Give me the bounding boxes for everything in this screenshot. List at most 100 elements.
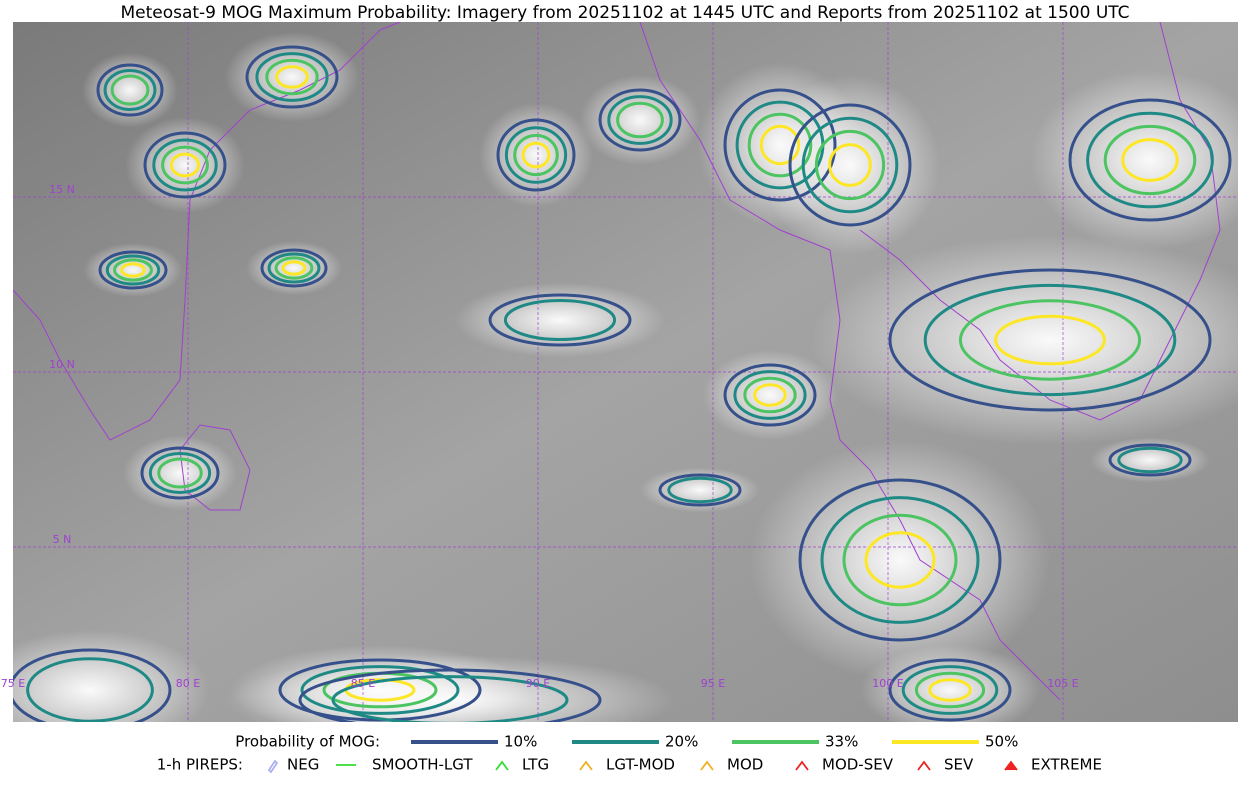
contour xyxy=(245,45,339,109)
lat-label: 15 N xyxy=(49,183,75,196)
cloud xyxy=(580,75,700,165)
contour xyxy=(994,314,1106,366)
cloud xyxy=(479,102,593,208)
contour xyxy=(113,258,153,282)
contour xyxy=(733,370,807,420)
contour xyxy=(788,103,912,227)
cloud xyxy=(125,117,245,213)
contour xyxy=(96,63,164,117)
contour xyxy=(753,383,787,407)
contour xyxy=(331,675,569,722)
contour xyxy=(120,262,146,278)
contour xyxy=(928,678,972,702)
contour xyxy=(798,478,1002,642)
contour xyxy=(521,141,551,169)
lon-label: 85 E xyxy=(351,677,375,690)
pirep-label: LTG xyxy=(522,756,549,774)
cloud xyxy=(702,350,838,440)
lon-label: 75 E xyxy=(1,677,25,690)
contour xyxy=(275,65,309,89)
contour xyxy=(255,52,329,102)
lon-label: 100 E xyxy=(872,677,903,690)
title: Meteosat-9 MOG Maximum Probability: Imag… xyxy=(120,3,1129,23)
lon-label: 95 E xyxy=(701,677,725,690)
contour xyxy=(140,446,220,500)
pirep-icon xyxy=(700,760,714,771)
contour xyxy=(914,671,986,709)
contour xyxy=(496,118,576,192)
contour xyxy=(143,131,227,199)
contour xyxy=(747,112,813,178)
contour xyxy=(864,531,936,589)
contour xyxy=(658,473,742,507)
contour xyxy=(723,363,817,427)
contour xyxy=(267,252,321,284)
cloud xyxy=(760,75,940,255)
pirep-label: SEV xyxy=(944,756,974,774)
cloud xyxy=(455,282,665,358)
contour xyxy=(105,254,161,286)
pirep-label: SMOOTH-LGT xyxy=(372,756,473,774)
contour xyxy=(888,268,1212,412)
contour xyxy=(598,88,682,152)
contour xyxy=(723,88,837,202)
contour xyxy=(828,143,872,187)
contour xyxy=(161,145,209,185)
contour xyxy=(13,648,172,722)
cloud xyxy=(860,645,1040,722)
lon-label: 90 E xyxy=(526,677,550,690)
pirep-icon xyxy=(1004,760,1018,771)
contour xyxy=(607,95,673,145)
lon-label: 105 E xyxy=(1047,677,1078,690)
contour xyxy=(98,250,168,290)
contour xyxy=(298,668,602,722)
legend-label: 50% xyxy=(985,733,1018,751)
contour xyxy=(504,126,568,184)
contour xyxy=(667,476,733,504)
contour xyxy=(842,513,958,607)
contour xyxy=(503,299,617,341)
contour xyxy=(1117,446,1183,474)
pirep-label: MOD-SEV xyxy=(822,756,894,774)
contour xyxy=(488,293,632,347)
pirep-label: LGT-MOD xyxy=(606,756,675,774)
pirep-icon xyxy=(579,760,593,771)
legend-label: 10% xyxy=(504,733,537,751)
contour xyxy=(923,283,1177,397)
contour xyxy=(820,496,980,624)
contour xyxy=(157,457,203,489)
contour xyxy=(814,129,886,201)
contour xyxy=(103,69,157,111)
pirep-icon xyxy=(267,759,279,774)
contour xyxy=(801,116,899,214)
lat-label: 5 N xyxy=(53,533,72,546)
contour xyxy=(152,138,218,192)
pirep-icon xyxy=(917,760,931,771)
cloud xyxy=(82,52,178,128)
contour xyxy=(300,665,460,715)
contour xyxy=(1068,98,1232,222)
pirep-icon xyxy=(795,760,809,771)
contour xyxy=(759,124,801,166)
contour xyxy=(265,58,319,96)
contour xyxy=(148,452,212,494)
contour xyxy=(1103,124,1197,196)
contour xyxy=(888,658,1012,722)
legend-label: 33% xyxy=(825,733,858,751)
pirep-label: MOD xyxy=(727,756,763,774)
contour xyxy=(169,152,201,178)
pirep-label: EXTREME xyxy=(1031,756,1102,774)
cloud xyxy=(750,440,1050,680)
lon-label: 80 E xyxy=(176,677,200,690)
cloud xyxy=(123,435,237,511)
pirep-label: NEG xyxy=(287,756,319,774)
legend-title: Probability of MOG: xyxy=(235,733,380,751)
contour xyxy=(281,260,307,276)
contour xyxy=(1121,138,1179,182)
contour xyxy=(260,248,328,288)
contour xyxy=(110,74,150,106)
contour xyxy=(1108,443,1192,477)
contour xyxy=(26,657,154,722)
contours xyxy=(13,45,1232,722)
